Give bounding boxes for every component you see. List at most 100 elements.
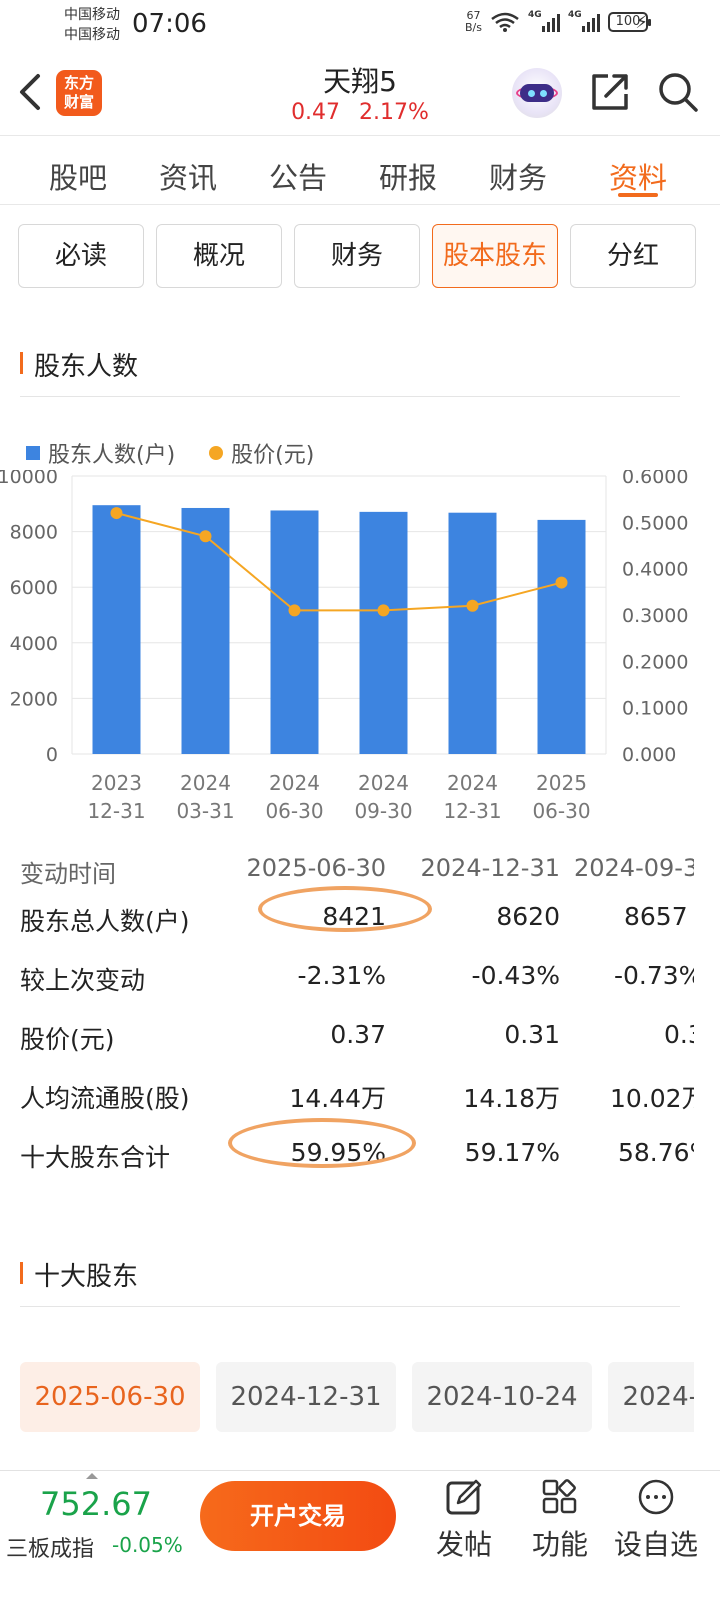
table-row: 人均流通股(股) 14.44万 14.18万 10.02万 bbox=[0, 1079, 694, 1129]
clock: 07:06 bbox=[132, 9, 207, 39]
tab-research[interactable]: 研报 bbox=[378, 161, 437, 195]
sub-overview[interactable]: 概况 bbox=[156, 224, 282, 288]
shareholder-chart: 0 2000 4000 6000 8000 10000 0.000 0.1000 0.2000 0… bbox=[0, 470, 688, 823]
legend-line[interactable]: 股价(元) bbox=[209, 437, 314, 469]
tab-announcements[interactable]: 公告 bbox=[268, 161, 327, 195]
share-icon[interactable] bbox=[588, 70, 632, 114]
cell: 59.17% bbox=[464, 1138, 560, 1167]
date-chip[interactable]: 2025-06-30 bbox=[20, 1362, 200, 1432]
bottom-bar: 752.67 三板成指 -0.05% 开户交易 发帖 功能 设自选 bbox=[0, 1470, 720, 1600]
tab-news[interactable]: 资讯 bbox=[158, 161, 217, 195]
date-chip-row: 2025-06-30 2024-12-31 2024-10-24 2024-09… bbox=[0, 1362, 694, 1434]
left-tick-label: 8000 bbox=[10, 522, 58, 544]
legend-bar-swatch bbox=[26, 446, 40, 460]
expand-caret-icon[interactable] bbox=[86, 1473, 98, 1479]
cell: -2.31% bbox=[297, 961, 386, 990]
price-point bbox=[288, 604, 301, 617]
index-value[interactable]: 752.67 bbox=[40, 1485, 152, 1523]
cell: 58.76% bbox=[618, 1138, 694, 1167]
row-label: 人均流通股(股) bbox=[20, 1084, 190, 1113]
right-tick-label: 0.3000 bbox=[622, 605, 688, 627]
logo-line-1: 东方 bbox=[63, 74, 94, 92]
header-date-1: 2025-06-30 bbox=[246, 854, 386, 882]
ai-assistant-icon[interactable] bbox=[512, 68, 562, 118]
cell: 8620 bbox=[496, 902, 560, 931]
chart-legend: 股东人数(户) 股价(元) bbox=[26, 437, 314, 469]
search-icon[interactable] bbox=[656, 70, 700, 114]
left-tick-label: 10000 bbox=[0, 470, 58, 488]
header-label: 变动时间 bbox=[20, 860, 116, 888]
cell: 14.44万 bbox=[289, 1084, 386, 1113]
left-tick-label: 6000 bbox=[10, 577, 58, 599]
cell: 10.02万 bbox=[610, 1084, 694, 1113]
app-logo[interactable]: 东方 财富 bbox=[56, 70, 102, 116]
price-line bbox=[116, 512, 562, 612]
price-point bbox=[555, 576, 568, 589]
function-label: 功能 bbox=[531, 1528, 588, 1561]
function-button[interactable]: 功能 bbox=[512, 1477, 608, 1563]
legend-line-label: 股价(元) bbox=[231, 443, 315, 468]
x-tick-label: 12-31 bbox=[443, 799, 501, 823]
tab-profile[interactable]: 资料 bbox=[608, 161, 667, 195]
x-tick-label: 2025 bbox=[536, 771, 587, 795]
highlight-circle-annotation bbox=[258, 886, 432, 932]
header-date-2: 2024-12-31 bbox=[420, 854, 560, 882]
legend-bar[interactable]: 股东人数(户) bbox=[26, 437, 175, 469]
cell: -0.73% bbox=[614, 961, 694, 990]
charging-icon: ⚡ bbox=[635, 12, 648, 33]
price-change: 0.47 bbox=[291, 100, 341, 125]
net-speed-unit: B/s bbox=[465, 21, 482, 34]
tab-finance[interactable]: 财务 bbox=[488, 161, 547, 195]
x-tick-label: 09-30 bbox=[354, 799, 412, 823]
back-arrow-icon[interactable] bbox=[14, 72, 48, 112]
x-tick-label: 06-30 bbox=[265, 799, 323, 823]
date-chip[interactable]: 2024-10-24 bbox=[412, 1362, 592, 1432]
right-tick-label: 0.1000 bbox=[622, 698, 688, 720]
x-tick-label: 03-31 bbox=[176, 799, 234, 823]
sub-must-read[interactable]: 必读 bbox=[18, 224, 144, 288]
bar bbox=[448, 512, 497, 754]
signal-1-tag: 4G bbox=[528, 10, 542, 20]
row-label: 十大股东合计 bbox=[20, 1143, 171, 1172]
index-change: -0.05% bbox=[112, 1533, 183, 1557]
date-chip[interactable]: 2024-12-31 bbox=[216, 1362, 396, 1432]
edit-icon bbox=[446, 1479, 482, 1515]
shareholder-table: 变动时间 2025-06-30 2024-12-31 2024-09-30 股东… bbox=[0, 850, 694, 1180]
date-chip[interactable]: 2024-09-30 bbox=[608, 1362, 694, 1432]
open-account-trade-button[interactable]: 开户交易 bbox=[200, 1481, 396, 1551]
table-header-row: 变动时间 2025-06-30 2024-12-31 2024-09-30 bbox=[0, 854, 694, 904]
stock-name: 天翔5 bbox=[323, 65, 397, 98]
index-name[interactable]: 三板成指 bbox=[6, 1537, 95, 1562]
sub-shareholders[interactable]: 股本股东 bbox=[432, 224, 558, 288]
carrier-info: 中国移动 中国移动 bbox=[64, 5, 120, 45]
cell: 8657 bbox=[624, 902, 688, 931]
sub-finance[interactable]: 财务 bbox=[294, 224, 420, 288]
logo-line-2: 财富 bbox=[63, 93, 94, 111]
table-row: 股价(元) 0.37 0.31 0.31 bbox=[0, 1020, 694, 1070]
add-watchlist-button[interactable]: 设自选 bbox=[608, 1477, 704, 1563]
tab-guba[interactable]: 股吧 bbox=[48, 161, 107, 195]
net-speed: 67 B/s bbox=[465, 10, 482, 34]
left-tick-label: 0 bbox=[46, 744, 58, 766]
divider bbox=[20, 1306, 680, 1307]
sub-dividends[interactable]: 分红 bbox=[570, 224, 696, 288]
price-point bbox=[110, 507, 123, 520]
wifi-icon bbox=[491, 12, 519, 32]
right-tick-label: 0.2000 bbox=[622, 651, 688, 673]
left-tick-label: 2000 bbox=[10, 688, 58, 710]
tab-bar: 股吧 资讯 公告 研报 财务 资料 bbox=[0, 137, 720, 205]
bar bbox=[92, 505, 141, 754]
signal-icon-2: 4G bbox=[568, 10, 600, 32]
percent-change: 2.17% bbox=[359, 100, 429, 125]
right-tick-label: 0.6000 bbox=[622, 470, 688, 488]
stock-quote: 0.47 2.17% bbox=[0, 100, 720, 125]
status-bar: 中国移动 中国移动 07:06 67 B/s 4G 4G 100 ⚡ bbox=[0, 0, 720, 48]
grid-icon bbox=[542, 1479, 577, 1514]
cell: 0.31 bbox=[504, 1020, 560, 1049]
post-button[interactable]: 发帖 bbox=[416, 1477, 512, 1563]
row-label: 较上次变动 bbox=[20, 966, 146, 995]
x-tick-label: 06-30 bbox=[532, 799, 590, 823]
legend-line-swatch bbox=[209, 446, 224, 460]
x-tick-label: 2024 bbox=[180, 771, 231, 795]
post-label: 发帖 bbox=[435, 1528, 492, 1561]
